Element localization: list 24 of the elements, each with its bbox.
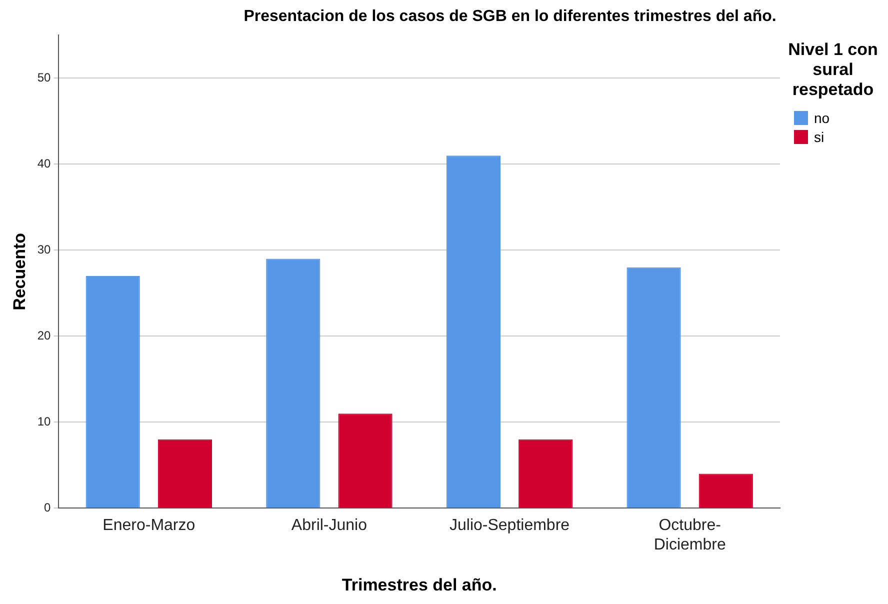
x-tick-label: Enero-Marzo <box>102 517 196 534</box>
legend-title: Nivel 1 con sural respetado <box>787 40 879 100</box>
bar <box>698 474 753 508</box>
y-axis-title: Recuento <box>10 232 29 310</box>
bar <box>158 439 212 508</box>
x-tick-label: Octubre-Diciembre <box>654 517 726 554</box>
bar <box>266 258 320 508</box>
x-axis-title: Trimestres del año. <box>342 575 497 594</box>
chart-title: Presentacion de los casos de SGB en lo diferentes trimestres del año. <box>242 8 778 26</box>
y-tick-label: 0 <box>44 500 52 515</box>
x-tick-label: Julio-Septiembre <box>450 517 570 534</box>
bar <box>626 267 681 508</box>
x-tick-label: Abril-Junio <box>291 517 368 534</box>
legend-label: si <box>814 129 824 145</box>
bar <box>446 156 501 508</box>
bar <box>518 439 573 508</box>
y-tick-label: 20 <box>37 328 52 343</box>
bar <box>338 414 392 508</box>
y-tick-label: 10 <box>37 414 52 429</box>
bar <box>86 276 140 508</box>
y-tick-label: 30 <box>37 242 52 257</box>
y-tick-label: 40 <box>37 156 52 171</box>
y-tick-label: 50 <box>37 70 52 85</box>
legend-label: no <box>814 110 830 126</box>
